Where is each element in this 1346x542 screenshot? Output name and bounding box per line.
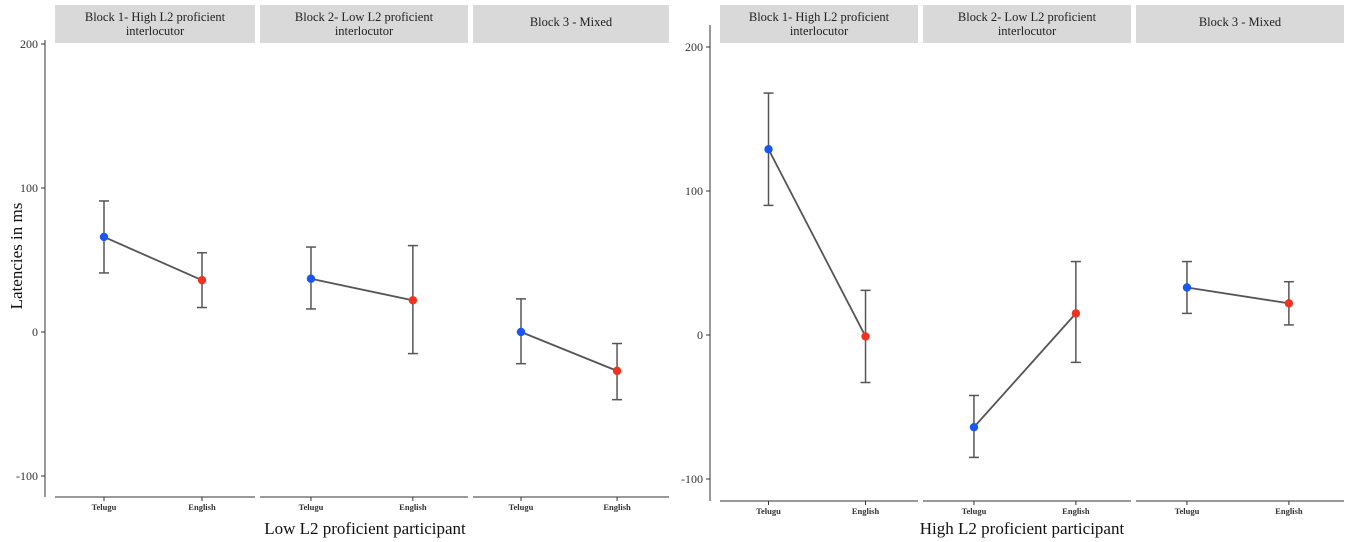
x-tick-label: English (188, 502, 216, 512)
data-point-telugu (99, 232, 109, 242)
data-point-english (1071, 309, 1081, 318)
panel-title: Block 1- High L2 proficient (749, 10, 890, 24)
panel-3: Block 3 - Mixed Telugu English (473, 5, 669, 512)
x-axis-title: Low L2 proficient participant (264, 519, 466, 538)
data-point-telugu (306, 274, 316, 283)
panel-strip (260, 5, 468, 43)
series-line (520, 331, 618, 372)
x-tick-label: English (399, 502, 427, 512)
data-point-english (861, 332, 870, 341)
y-tick-label: 100 (20, 181, 38, 195)
y-axis-title: Latencies in ms (7, 203, 26, 310)
panel-strip (720, 5, 918, 43)
panel-title: interlocutor (335, 24, 394, 38)
panel-title: Block 2- Low L2 proficient (958, 10, 1097, 24)
x-tick-label: Telugu (962, 506, 987, 516)
y-tick-label: 200 (685, 40, 703, 54)
series-line (1186, 286, 1290, 305)
series-line (310, 277, 414, 302)
data-point-english (1284, 299, 1294, 308)
data-point-english (197, 275, 207, 285)
y-tick-label: 200 (20, 37, 38, 51)
x-tick-label: English (852, 506, 880, 516)
panel-title: Block 1- High L2 proficient (85, 10, 226, 24)
y-tick-label: 100 (685, 184, 703, 198)
data-point-telugu (1182, 283, 1192, 292)
panel-title: Block 2- Low L2 proficient (295, 10, 434, 24)
series-line (973, 312, 1077, 428)
panel-strip (55, 5, 255, 43)
y-tick-label: 0 (32, 325, 38, 339)
panel-3: Block 3 - Mixed Telugu English (1136, 5, 1344, 516)
series-line (767, 148, 867, 337)
y-tick-label: -100 (16, 469, 38, 483)
panel-title: Block 3 - Mixed (1199, 15, 1282, 29)
x-tick-label: Telugu (509, 502, 534, 512)
panel-title: interlocutor (998, 24, 1057, 38)
panel-strip (923, 5, 1131, 43)
data-point-english (612, 366, 622, 376)
x-axis-title: High L2 proficient participant (920, 519, 1125, 538)
panel-title: Block 3 - Mixed (530, 15, 613, 29)
panel-title: interlocutor (126, 24, 185, 38)
x-tick-label: Telugu (756, 506, 781, 516)
data-point-telugu (516, 327, 526, 337)
data-point-telugu (764, 145, 773, 154)
x-tick-label: English (1275, 506, 1303, 516)
panel-strip (473, 5, 669, 43)
panel-strip (1136, 5, 1344, 43)
x-tick-label: Telugu (299, 502, 324, 512)
data-point-english (408, 296, 418, 305)
x-tick-label: Telugu (92, 502, 117, 512)
chart-2: -100 0 100 200 High L2 proficient participan… (681, 5, 1344, 538)
x-tick-label: Telugu (1175, 506, 1200, 516)
x-tick-label: English (1062, 506, 1090, 516)
chart-1: -100 0 100 200 Latencies in ms Low L2 profici… (7, 5, 669, 538)
panel-title: interlocutor (790, 24, 849, 38)
y-tick-label: 0 (697, 328, 703, 342)
data-point-telugu (969, 422, 979, 432)
series-line (103, 236, 203, 281)
x-tick-label: English (603, 502, 631, 512)
y-tick-label: -100 (681, 472, 703, 486)
